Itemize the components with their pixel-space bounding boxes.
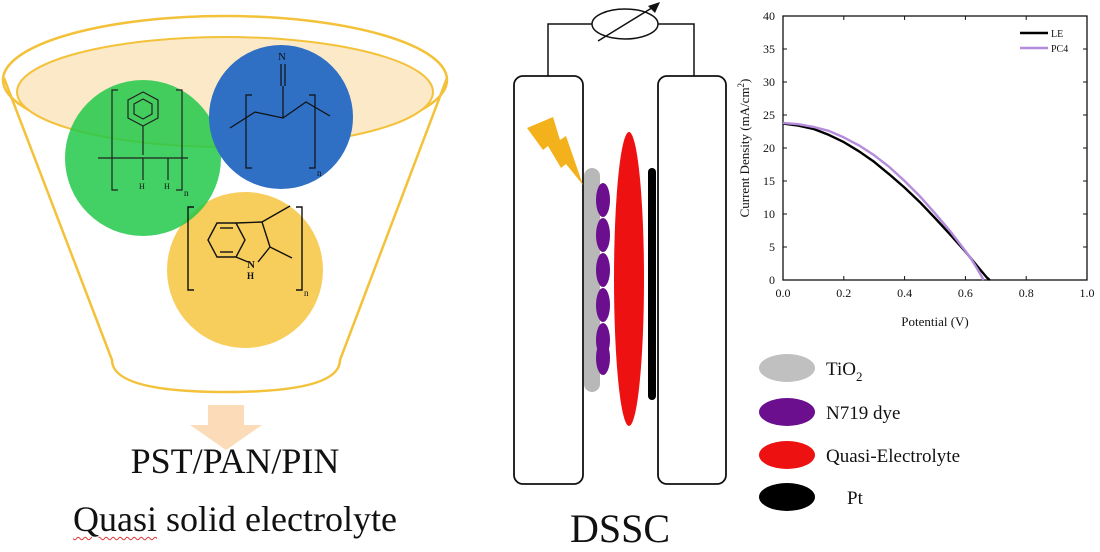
legend-swatch-dye: [759, 398, 815, 426]
chart-y-axis-label: Current Density (mA/cm2): [736, 79, 752, 218]
chart-legend-label-le: LE: [1051, 29, 1063, 40]
funnel-body: [2, 77, 449, 394]
x-tick-label: 0.4: [897, 286, 912, 300]
chart-x-axis-label: Potential (V): [901, 314, 969, 329]
pin-n-label: n: [304, 288, 309, 298]
y-tick-label: 25: [763, 108, 775, 122]
y-tick-label: 35: [763, 42, 775, 56]
y-tick-label: 10: [763, 207, 775, 221]
external-circuit-left: [547, 23, 592, 76]
counter-electrode: [657, 75, 727, 485]
pan-structure: [229, 64, 331, 169]
pin-nh-label: N: [247, 259, 255, 271]
y-tick-label: 30: [763, 75, 775, 89]
funnel-caption-title: PST/PAN/PIN: [130, 441, 340, 481]
funnel-down-arrow: [190, 405, 262, 450]
y-tick-label: 0: [769, 273, 775, 287]
pan-n-label: n: [317, 168, 322, 178]
y-tick-label: 15: [763, 174, 775, 188]
chart-axes: 0.0 0.2 0.4 0.6 0.8 1.0 0 5 10 15 20 25 30 35 40: [763, 9, 1095, 300]
x-tick-label: 0.8: [1019, 286, 1034, 300]
pst-structure: [98, 89, 188, 191]
x-tick-label: 1.0: [1080, 286, 1095, 300]
legend: TiO2 N719 dye Quasi-Electrolyte Pt: [759, 354, 960, 511]
x-tick-label: 0.6: [958, 286, 973, 300]
tio2-layer: [584, 168, 600, 392]
dssc-cell: [513, 2, 727, 485]
x-tick-label: 0.2: [836, 286, 851, 300]
photoanode-electrode: [513, 75, 584, 485]
pin-structure: [187, 205, 303, 291]
pin-h-label: H: [247, 271, 254, 281]
pan-n-top-label: N: [278, 51, 286, 63]
dssc-label: DSSC: [569, 506, 671, 551]
y-tick-label: 40: [763, 9, 775, 23]
funnel-caption-subtitle: Quasi solid electrolyte: [0, 498, 470, 540]
jv-chart: 0.0 0.2 0.4 0.6 0.8 1.0 0 5 10 15 20 25 30 35 40 Poten…: [736, 9, 1095, 329]
legend-label-dye: N719 dye: [826, 403, 900, 424]
funnel-illustration: H H n N n N H n: [1, 14, 449, 450]
spellcheck-word: Quasi: [73, 499, 158, 539]
chart-series-group: [782, 121, 991, 281]
legend-label-tio2: TiO2: [826, 359, 862, 384]
legend-swatch-pt: [759, 483, 815, 511]
pst-n-label: n: [184, 188, 189, 198]
x-tick-label: 0.0: [776, 286, 791, 300]
legend-label-electrolyte: Quasi-Electrolyte: [826, 446, 960, 467]
pst-h2-label: H: [164, 182, 170, 191]
legend-label-pt: Pt: [847, 488, 864, 509]
chart-plot-frame: [782, 15, 1088, 281]
pt-layer: [648, 168, 656, 400]
pst-h1-label: H: [139, 182, 145, 191]
lightning-icon: [527, 117, 583, 185]
chart-legend-label-pc4: PC4: [1051, 44, 1068, 55]
dye-molecules: [596, 183, 610, 375]
external-circuit-right: [658, 23, 695, 76]
pin-circle: [167, 192, 323, 348]
y-tick-label: 20: [763, 141, 775, 155]
legend-swatch-tio2: [759, 354, 815, 382]
series-line-pc4: [782, 121, 985, 281]
y-tick-label: 5: [769, 240, 775, 254]
series-line-le: [782, 122, 991, 281]
electrolyte-layer: [614, 132, 644, 426]
caption-rest: solid electrolyte: [157, 499, 397, 539]
meter-needle: [597, 5, 656, 42]
legend-swatch-electrolyte: [759, 441, 815, 469]
